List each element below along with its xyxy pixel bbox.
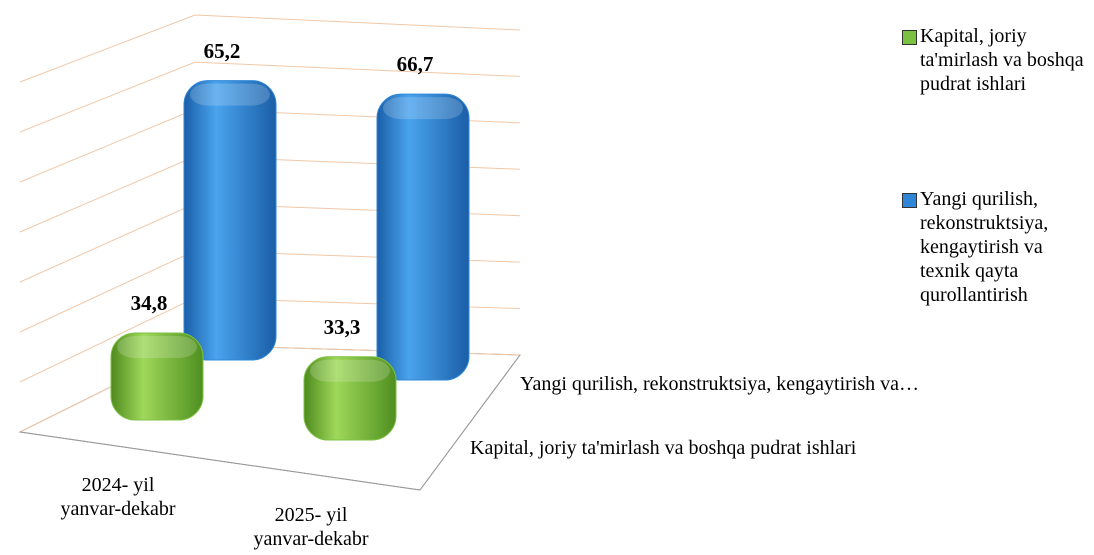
- legend-label: Kapital, joriy ta'mirlash va boshqa pudr…: [920, 25, 1084, 95]
- bar: [376, 93, 470, 381]
- bar-top: [383, 97, 463, 120]
- legend-swatch: [902, 193, 917, 208]
- bar: [110, 332, 204, 421]
- depth-label: Yangi qurilish, rekonstruktsiya, kengayt…: [520, 373, 920, 395]
- legend-label: Yangi qurilish, rekonstruktsiya, kengayt…: [920, 188, 1049, 306]
- grid-line: [19, 14, 521, 83]
- bar: [303, 356, 397, 441]
- depth-label: Kapital, joriy ta'mirlash va boshqa pudr…: [470, 437, 857, 459]
- grid-line: [19, 61, 521, 133]
- value-label: 33,3: [323, 314, 361, 339]
- bar: [183, 80, 277, 361]
- legend-swatch: [902, 30, 917, 45]
- value-label: 65,2: [203, 38, 241, 63]
- legend-item: Yangi qurilish, rekonstruktsiya, kengayt…: [902, 187, 1092, 307]
- bar-top: [190, 83, 270, 106]
- value-label: 66,7: [396, 52, 434, 77]
- axis-line: [19, 431, 421, 491]
- bar-top: [310, 359, 390, 382]
- axis-line: [419, 354, 521, 491]
- x-tick-label: 2024- yil yanvar-dekabr: [60, 474, 176, 520]
- bar-top: [117, 336, 197, 358]
- value-label: 34,8: [130, 291, 168, 315]
- x-tick-label: 2025- yil yanvar-dekabr: [253, 504, 369, 550]
- legend-item: Kapital, joriy ta'mirlash va boshqa pudr…: [902, 24, 1092, 96]
